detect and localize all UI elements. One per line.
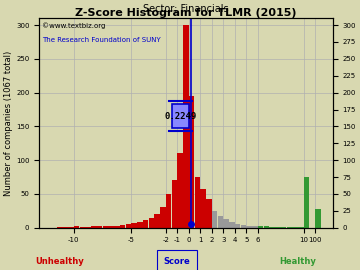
FancyBboxPatch shape [171,104,189,129]
Bar [108,226,114,228]
Text: Score: Score [164,257,190,266]
Text: Healthy: Healthy [279,257,316,266]
Title: Z-Score Histogram for TLMR (2015): Z-Score Histogram for TLMR (2015) [75,8,297,18]
Text: ©www.textbiz.org: ©www.textbiz.org [42,22,105,29]
Bar [126,224,131,228]
Bar [189,96,194,228]
Bar [172,180,177,228]
Bar [235,224,240,228]
Bar [252,226,258,228]
Bar [57,227,62,228]
Bar [275,227,281,228]
Bar [206,199,212,228]
Bar [103,226,108,228]
Bar [131,223,137,228]
Bar [224,219,229,228]
Bar [74,226,79,228]
Bar [195,177,200,228]
Bar [292,227,298,228]
Bar [177,153,183,228]
Bar [154,214,160,228]
Bar [258,226,264,228]
Text: The Research Foundation of SUNY: The Research Foundation of SUNY [42,37,161,43]
Y-axis label: Number of companies (1067 total): Number of companies (1067 total) [4,50,13,196]
Bar [91,226,96,228]
Bar [85,227,91,228]
Bar [201,188,206,228]
Bar [149,218,154,228]
Bar [246,226,252,228]
Bar [80,227,85,228]
Bar [315,209,321,228]
Bar [183,25,189,228]
Bar [241,225,246,228]
Text: Unhealthy: Unhealthy [35,257,84,266]
Bar [264,226,269,228]
Bar [137,222,143,228]
Bar [114,226,120,228]
Bar [97,226,102,228]
Bar [143,220,148,228]
Text: Sector: Financials: Sector: Financials [143,4,229,14]
Bar [269,227,275,228]
Bar [166,194,171,228]
Bar [160,207,166,228]
Bar [212,211,217,228]
Bar [287,227,292,228]
Bar [298,227,304,228]
Bar [62,227,68,228]
Bar [281,227,287,228]
Text: 0.2249: 0.2249 [164,112,196,121]
Bar [120,225,125,228]
Bar [218,215,223,228]
Bar [229,222,235,228]
Bar [304,177,310,228]
Bar [68,227,73,228]
